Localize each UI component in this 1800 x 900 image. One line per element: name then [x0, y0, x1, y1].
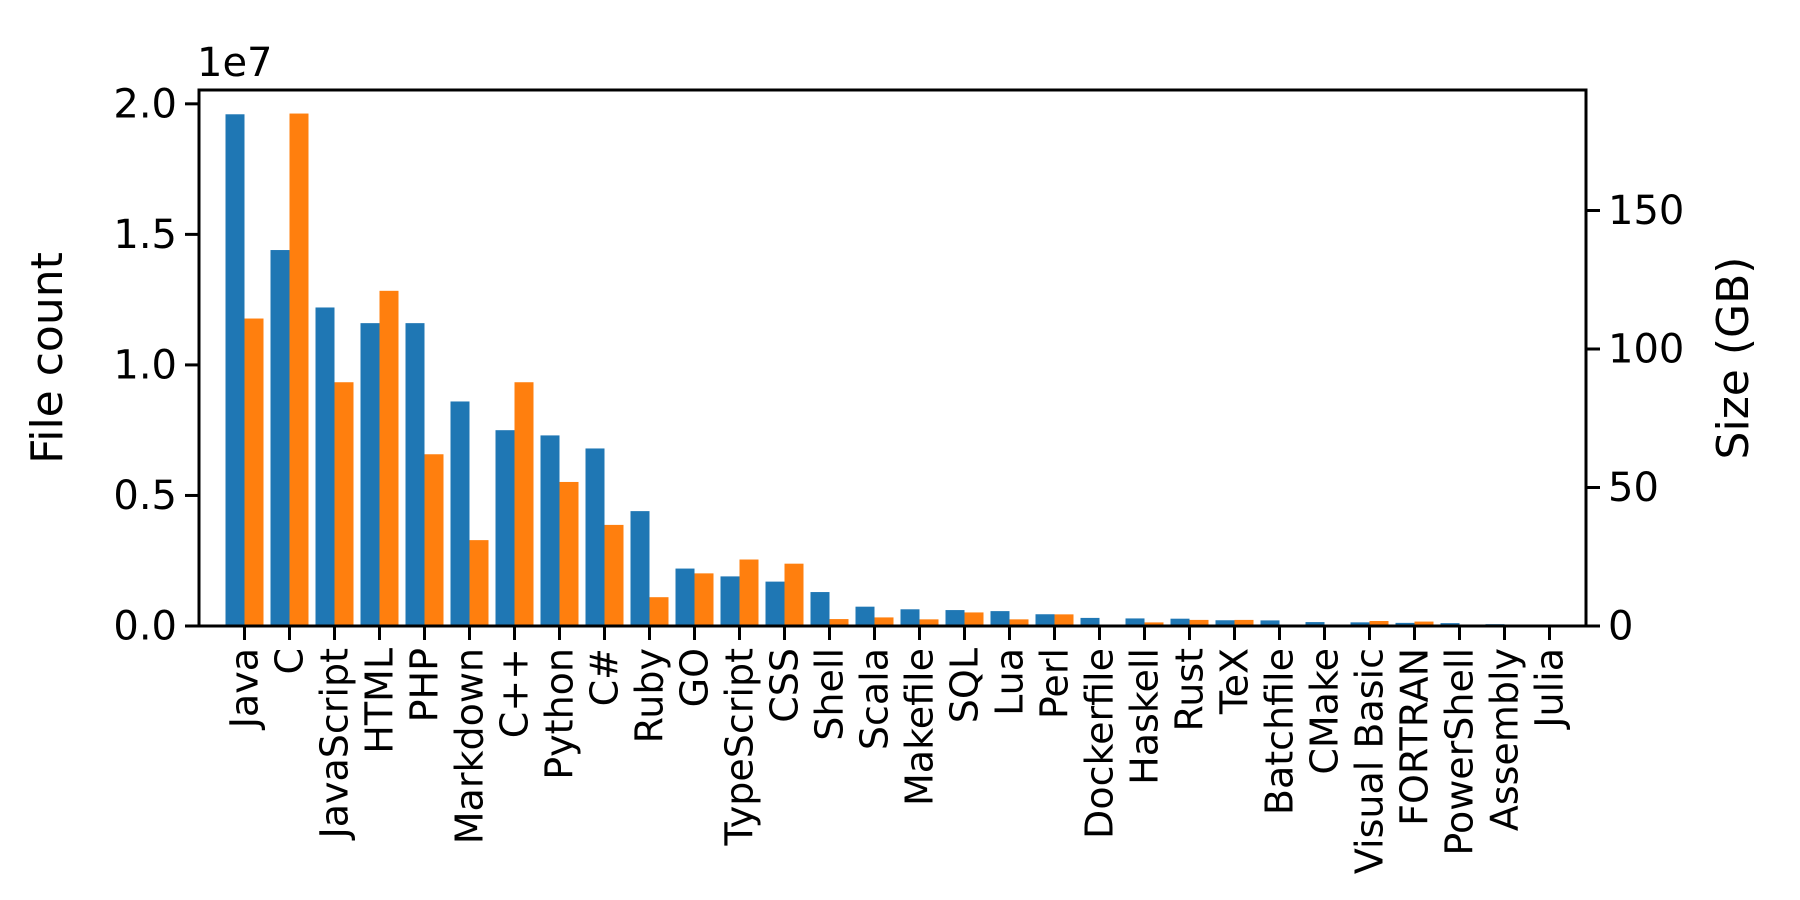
bar-file-count-makefile [900, 609, 920, 626]
bar-file-count-haskell [1125, 618, 1145, 626]
bar-file-count-python [540, 435, 560, 626]
bar-file-count-lua [990, 611, 1010, 626]
left-tick-label: 1.5 [113, 212, 177, 258]
x-label-cmake: CMake [1302, 648, 1346, 775]
left-tick-label: 0.0 [113, 604, 177, 650]
bar-size-gb-javascript [334, 382, 354, 626]
bar-size-gb-go [694, 573, 714, 626]
x-label-sql: SQL [942, 648, 986, 723]
x-label-batchfile: Batchfile [1257, 648, 1301, 815]
bar-size-gb-tex [1234, 619, 1254, 626]
bar-file-count-typescript [720, 576, 740, 626]
bar-size-gb-c [289, 113, 309, 626]
y-axis-offset-label: 1e7 [197, 40, 273, 86]
x-label-c: C [267, 648, 311, 675]
x-label-java: Java [222, 648, 266, 730]
bar-size-gb-lua [1009, 619, 1029, 626]
bar-file-count-c [495, 430, 515, 626]
bar-size-gb-php [424, 454, 444, 626]
bar-size-gb-java [244, 318, 264, 626]
x-label-shell: Shell [807, 648, 851, 741]
bar-file-count-rust [1170, 618, 1190, 626]
bar-size-gb-typescript [739, 559, 759, 626]
bar-file-count-dockerfile [1080, 617, 1100, 626]
bar-size-gb-ruby [649, 597, 669, 626]
bar-file-count-c [585, 448, 605, 626]
left-tick-label: 1.0 [113, 343, 177, 389]
x-label-css: CSS [762, 648, 806, 723]
x-label-ruby: Ruby [627, 648, 671, 743]
bar-file-count-php [405, 323, 425, 626]
bar-file-count-fortran [1395, 622, 1415, 626]
bars-layer [225, 113, 1569, 627]
left-tick-label: 0.5 [113, 473, 177, 519]
bar-size-gb-c [514, 382, 534, 626]
left-axis-title: File count [22, 252, 73, 464]
bar-size-gb-markdown [469, 540, 489, 626]
bar-size-gb-perl [1054, 614, 1074, 626]
x-label-html: HTML [357, 648, 401, 754]
bar-size-gb-haskell [1144, 622, 1164, 626]
bar-size-gb-makefile [919, 619, 939, 626]
x-label-julia: Julia [1527, 648, 1571, 730]
bar-file-count-shell [810, 592, 830, 626]
bar-size-gb-sql [964, 612, 984, 626]
x-label-tex: TeX [1212, 648, 1256, 715]
bar-file-count-visual-basic [1350, 622, 1370, 626]
bar-size-gb-scala [874, 617, 894, 626]
bar-file-count-tex [1215, 620, 1235, 626]
x-label-fortran: FORTRAN [1392, 648, 1436, 826]
x-label-c: C# [582, 648, 626, 706]
x-label-php: PHP [402, 648, 446, 722]
bar-file-count-batchfile [1260, 620, 1280, 626]
x-label-typescript: TypeScript [717, 648, 761, 847]
x-label-lua: Lua [987, 648, 1031, 716]
x-label-visual-basic: Visual Basic [1347, 648, 1391, 874]
bar-file-count-css [765, 581, 785, 626]
right-tick-label: 150 [1608, 188, 1684, 234]
x-label-assembly: Assembly [1482, 648, 1526, 831]
x-label-makefile: Makefile [897, 648, 941, 806]
bar-size-gb-shell [829, 619, 849, 626]
bar-file-count-cmake [1305, 622, 1325, 626]
x-label-c: C++ [492, 648, 536, 738]
x-label-scala: Scala [852, 648, 896, 750]
bar-file-count-java [225, 114, 245, 626]
x-label-powershell: PowerShell [1437, 648, 1481, 856]
x-label-markdown: Markdown [447, 648, 491, 844]
bar-file-count-scala [855, 606, 875, 626]
bar-size-gb-rust [1189, 619, 1209, 626]
bar-file-count-go [675, 568, 695, 626]
x-label-go: GO [672, 648, 716, 707]
bar-size-gb-fortran [1414, 621, 1434, 626]
bar-size-gb-css [784, 563, 804, 626]
bar-file-count-c [270, 250, 290, 627]
bar-size-gb-c [604, 524, 624, 626]
right-axis-title: Size (GB) [1708, 257, 1759, 460]
bar-file-count-ruby [630, 511, 650, 626]
x-label-python: Python [537, 648, 581, 780]
x-label-javascript: JavaScript [312, 648, 356, 840]
bar-file-count-perl [1035, 614, 1055, 626]
bar-size-gb-python [559, 481, 579, 626]
x-label-rust: Rust [1167, 648, 1211, 731]
bar-file-count-markdown [450, 401, 470, 626]
x-label-haskell: Haskell [1122, 648, 1166, 785]
x-label-dockerfile: Dockerfile [1077, 648, 1121, 839]
bar-file-count-html [360, 323, 380, 626]
plot-border [197, 88, 1588, 628]
right-tick-label: 100 [1608, 327, 1684, 373]
right-tick-label: 0 [1608, 604, 1633, 650]
bar-file-count-javascript [315, 307, 335, 626]
left-tick-label: 2.0 [113, 81, 177, 127]
right-tick-label: 50 [1608, 465, 1659, 511]
bar-size-gb-visual-basic [1369, 621, 1389, 626]
bar-file-count-sql [945, 610, 965, 626]
x-label-perl: Perl [1032, 648, 1076, 719]
bar-size-gb-html [379, 290, 399, 626]
